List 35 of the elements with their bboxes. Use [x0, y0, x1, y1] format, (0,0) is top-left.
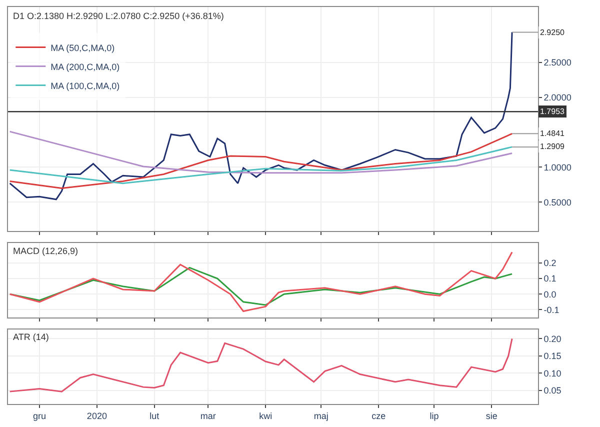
- x-tick-label: gru: [32, 410, 46, 421]
- y-tick-label: 0.05: [544, 386, 562, 396]
- annotation: 2.9250: [540, 28, 566, 37]
- y-tick-label: 0.0: [544, 289, 556, 300]
- x-tick-label: kwi: [259, 410, 272, 421]
- x-tick-label: lip: [430, 410, 439, 421]
- line-series: [9, 146, 513, 184]
- y-tick-label: 0.10: [544, 368, 562, 378]
- x-tick-label: sie: [486, 410, 498, 421]
- y-tick-label: 1.0000: [544, 162, 572, 172]
- line-series: [9, 31, 513, 200]
- x-tick-label: lut: [150, 410, 160, 421]
- x-tick-label: 2020: [86, 410, 107, 421]
- y-tick-label: 0.1: [544, 274, 556, 284]
- x-tick-label: mar: [200, 410, 216, 421]
- x-tick-label: cze: [372, 410, 386, 421]
- y-tick-label: 2.0000: [544, 92, 572, 102]
- legend-label: MA (50,C,MA,0): [50, 42, 115, 53]
- y-tick-label: 0.20: [544, 334, 562, 344]
- x-tick-label: maj: [314, 410, 328, 421]
- line-series: [9, 130, 513, 174]
- y-tick-label: 0.15: [544, 351, 562, 362]
- legend-label: MA (200,C,MA,0): [50, 62, 120, 72]
- legend-label: MA (100,C,MA,0): [50, 80, 120, 91]
- y-tick-label: 2.5000: [544, 57, 572, 68]
- chart-title: D1 O:2.1380 H:2.9290 L:2.0780 C:2.9250 (+36.81%): [13, 11, 224, 21]
- y-tick-label: -0.1: [544, 304, 560, 315]
- line-series: [9, 132, 513, 189]
- annotation: 1.2909: [540, 142, 566, 151]
- chart-title: ATR (14): [13, 332, 49, 342]
- annotation: 1.4841: [540, 129, 566, 138]
- y-tick-label: 0.5000: [544, 197, 572, 208]
- ref-line-label: 1.7953: [540, 107, 566, 116]
- chart-title: MACD (12,26,9): [13, 246, 78, 256]
- y-tick-label: 0.2: [544, 258, 556, 268]
